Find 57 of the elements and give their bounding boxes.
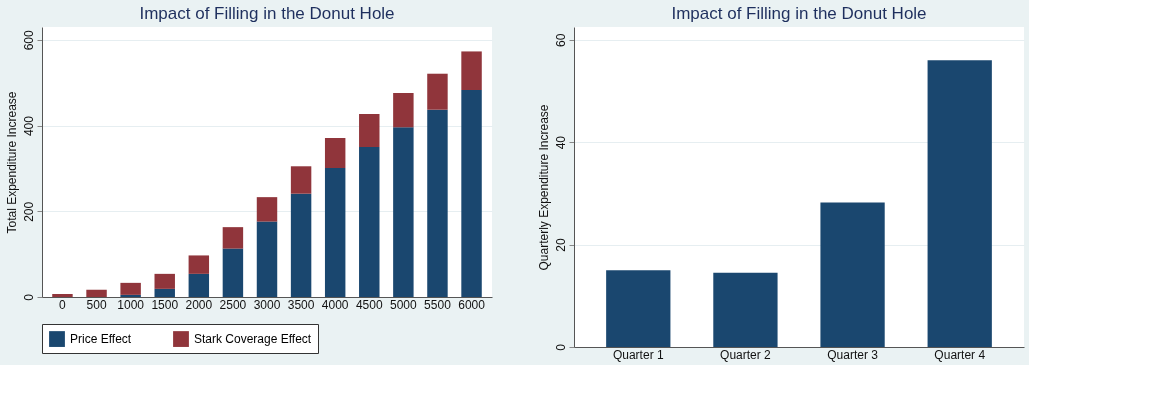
y-axis-title: Quarterly Expenditure Increase [536,104,551,271]
chart-title: Impact of Filling in the Donut Hole [139,4,395,23]
bar [290,193,312,297]
bar [154,288,175,297]
legend-label: Stark Coverage Effect [194,332,312,347]
x-tick-label: Quarter 4 [934,347,986,362]
x-tick-label: 6000 [458,297,486,312]
bar [324,168,346,297]
chart-title: Impact of Filling in the Donut Hole [671,4,927,23]
x-tick-label: 1000 [117,297,145,312]
bar [154,273,175,289]
bar [393,93,414,128]
bar [461,90,482,297]
x-tick-label: 2000 [185,297,213,312]
bar [256,221,278,297]
bar [324,138,346,168]
bar [188,273,210,297]
y-tick-label: 40 [553,135,568,150]
bar [52,294,73,297]
bar [120,282,141,295]
x-tick-label: 500 [86,297,107,312]
bar [461,51,482,90]
y-tick-label: 200 [21,201,36,222]
bar [256,197,278,222]
y-tick-label: 60 [553,33,568,47]
x-tick-label: 3500 [287,297,315,312]
bar [359,147,380,297]
x-tick-label: 3000 [253,297,281,312]
legend-label: Price Effect [70,332,132,347]
bar [606,270,671,347]
x-tick-label: 1500 [151,297,179,312]
x-tick-label: Quarter 2 [720,347,772,362]
bar [427,73,448,110]
x-tick-label: Quarter 3 [827,347,879,362]
x-tick-label: 5000 [390,297,418,312]
bar [393,127,414,297]
bar [120,294,141,297]
bar [927,60,992,347]
y-tick-label: 400 [21,115,36,137]
x-tick-label: 4500 [355,297,383,312]
bar [820,202,885,347]
x-tick-label: 5500 [424,297,452,312]
y-tick-label: 600 [21,30,36,51]
bar [222,227,244,249]
y-tick-label: 20 [553,238,568,252]
x-tick-label: Quarter 1 [612,347,664,362]
bar [86,289,107,297]
x-tick-label: 0 [59,297,67,312]
bar [290,166,312,194]
bar [222,248,244,297]
x-tick-label: 4000 [321,297,349,312]
bar [427,109,448,297]
x-tick-label: 2500 [219,297,247,312]
bar [188,255,210,274]
bar [713,272,778,347]
y-axis-title: Total Expenditure Increase [4,91,19,234]
bar [359,114,380,147]
